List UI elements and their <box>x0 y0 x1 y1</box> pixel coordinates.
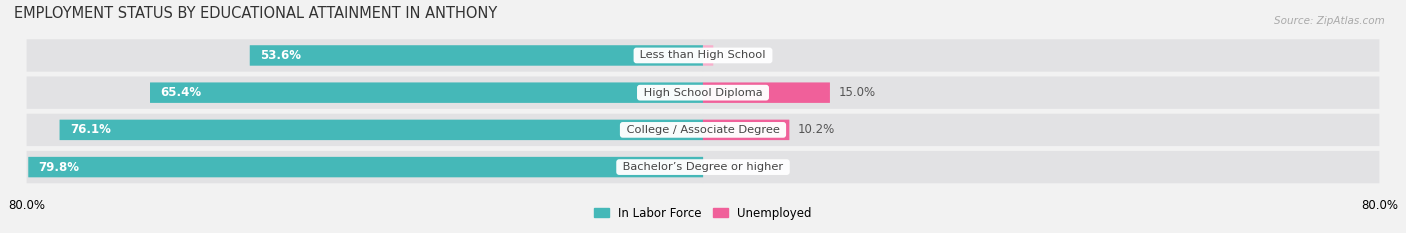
FancyBboxPatch shape <box>703 82 830 103</box>
FancyBboxPatch shape <box>250 45 703 66</box>
FancyBboxPatch shape <box>27 39 703 72</box>
Text: Source: ZipAtlas.com: Source: ZipAtlas.com <box>1274 16 1385 26</box>
FancyBboxPatch shape <box>703 39 1379 72</box>
Text: Bachelor’s Degree or higher: Bachelor’s Degree or higher <box>619 162 787 172</box>
Text: 1.2%: 1.2% <box>721 49 751 62</box>
Text: 65.4%: 65.4% <box>160 86 201 99</box>
FancyBboxPatch shape <box>703 120 789 140</box>
Text: 15.0%: 15.0% <box>838 86 876 99</box>
FancyBboxPatch shape <box>59 120 703 140</box>
FancyBboxPatch shape <box>703 114 1379 146</box>
FancyBboxPatch shape <box>27 76 703 109</box>
Text: 10.2%: 10.2% <box>797 123 835 136</box>
Text: 53.6%: 53.6% <box>260 49 301 62</box>
FancyBboxPatch shape <box>27 114 703 146</box>
FancyBboxPatch shape <box>28 157 703 177</box>
Text: 0.0%: 0.0% <box>711 161 741 174</box>
Text: Less than High School: Less than High School <box>637 51 769 60</box>
Text: 79.8%: 79.8% <box>38 161 80 174</box>
FancyBboxPatch shape <box>703 45 713 66</box>
Text: 76.1%: 76.1% <box>70 123 111 136</box>
FancyBboxPatch shape <box>150 82 703 103</box>
FancyBboxPatch shape <box>703 151 1379 183</box>
Text: EMPLOYMENT STATUS BY EDUCATIONAL ATTAINMENT IN ANTHONY: EMPLOYMENT STATUS BY EDUCATIONAL ATTAINM… <box>14 6 498 21</box>
Text: High School Diploma: High School Diploma <box>640 88 766 98</box>
FancyBboxPatch shape <box>703 76 1379 109</box>
Text: College / Associate Degree: College / Associate Degree <box>623 125 783 135</box>
FancyBboxPatch shape <box>27 151 703 183</box>
Legend: In Labor Force, Unemployed: In Labor Force, Unemployed <box>589 202 817 224</box>
